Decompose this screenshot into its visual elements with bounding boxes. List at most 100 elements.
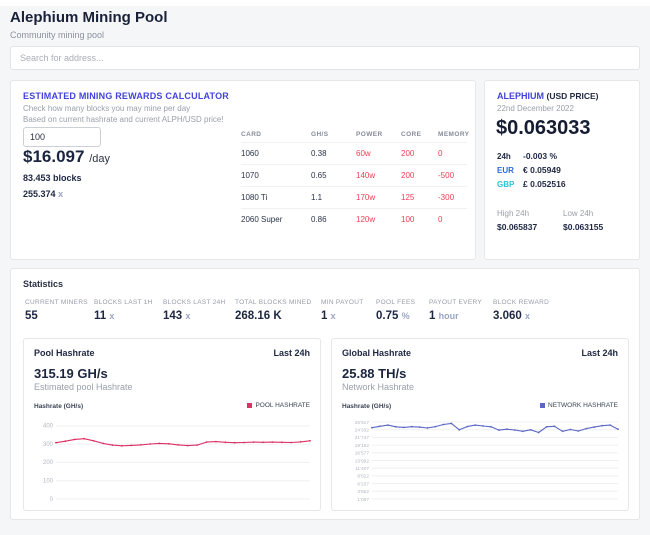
- svg-text:6'237: 6'237: [357, 481, 369, 487]
- pool-chart-period: Last 24h: [273, 348, 310, 358]
- column-header-power: POWER: [356, 130, 383, 138]
- alph-coin-icon: x: [185, 311, 191, 321]
- cell-power: 120w: [356, 215, 376, 224]
- svg-text:3'652: 3'652: [357, 489, 369, 495]
- cell-core: 200: [401, 171, 415, 180]
- change-24h-value: -0.003 %: [523, 151, 558, 161]
- alph-per-day-value: 255.374: [23, 189, 56, 199]
- cell-memory: -500: [438, 171, 455, 180]
- price-date: 22nd December 2022: [497, 104, 574, 113]
- high-low-labels: High 24h Low 24h: [497, 209, 593, 218]
- global-hashrate-chart: 26'917 24'332 21'747 19'162 16'577 13'992 11'4…: [338, 415, 624, 512]
- gbp-label: GBP: [497, 179, 515, 189]
- stat-value: 55: [25, 310, 38, 322]
- table-row: 2060 Super 0.86 120w 100 0: [241, 208, 467, 230]
- svg-text:0: 0: [50, 497, 54, 503]
- usd-price: $0.063033: [496, 117, 591, 139]
- pool-legend-label: POOL HASHRATE: [255, 402, 310, 409]
- low-24h-label: Low 24h: [563, 209, 594, 218]
- cell-card: 2060 Super: [241, 215, 283, 224]
- cell-memory: -300: [438, 193, 455, 202]
- pool-hashrate-subtitle: Estimated pool Hashrate: [34, 382, 133, 392]
- stat-value: 1: [321, 310, 328, 322]
- stat-label: BLOCKS LAST 24H: [163, 299, 226, 306]
- alph-coin-icon: x: [330, 311, 336, 321]
- alph-coin-icon: x: [109, 311, 115, 321]
- global-hashrate-value: 25.88 TH/s: [342, 366, 407, 381]
- stat-pool-fees: POOL FEES 0.75 %: [376, 299, 429, 322]
- high-low-values: $0.065837 $0.063155: [497, 222, 603, 232]
- hashrate-input[interactable]: [23, 127, 101, 147]
- svg-text:1'067: 1'067: [357, 497, 369, 503]
- page-title: Alephium Mining Pool: [10, 9, 168, 26]
- rewards-calculator-card: ESTIMATED MINING REWARDS CALCULATOR Chec…: [10, 80, 476, 260]
- pool-legend-swatch-icon: [247, 403, 253, 408]
- svg-text:13'992: 13'992: [355, 458, 370, 464]
- pool-chart-title: Pool Hashrate: [34, 348, 95, 358]
- table-row: 1070 0.65 140w 200 -500: [241, 164, 467, 186]
- stat-min-payout: MIN PAYOUT 1 x: [321, 299, 376, 322]
- blocks-per-day: 83.453 blocks: [23, 173, 82, 183]
- svg-text:16'577: 16'577: [355, 451, 370, 457]
- stat-value: 3.060: [493, 310, 522, 322]
- cell-card: 1070: [241, 171, 259, 180]
- column-header-core: CORE: [401, 130, 422, 138]
- network-legend-swatch-icon: [540, 403, 546, 408]
- stat-label: TOTAL BLOCKS MINED: [235, 299, 312, 306]
- stat-blocks-last-24h: BLOCKS LAST 24H 143 x: [163, 299, 235, 322]
- calculator-description-1: Check how many blocks you may mine per d…: [23, 104, 191, 113]
- high-24h-value: $0.065837: [497, 222, 538, 232]
- cell-power: 60w: [356, 149, 371, 158]
- alph-per-day: 255.374 x: [23, 189, 63, 199]
- svg-text:11'407: 11'407: [355, 466, 369, 472]
- calculator-title: ESTIMATED MINING REWARDS CALCULATOR: [23, 91, 229, 101]
- svg-text:200: 200: [43, 460, 54, 466]
- eur-label: EUR: [497, 165, 514, 175]
- pool-hashrate-card: Pool Hashrate Last 24h 315.19 GH/s Estim…: [23, 338, 321, 511]
- cell-ghs: 0.86: [311, 215, 327, 224]
- svg-text:24'332: 24'332: [355, 428, 370, 434]
- low-24h-value: $0.063155: [563, 222, 604, 232]
- stat-label: CURRENT MINERS: [25, 299, 88, 306]
- pool-y-axis-label: Hashrate (GH/s): [34, 403, 84, 410]
- gbp-value: £ 0.052516: [523, 179, 566, 189]
- global-y-axis-label: Hashrate (GH/s): [342, 403, 392, 410]
- top-navbar: [0, 0, 650, 6]
- fx-rows: 24h -0.003 % EUR € 0.05949 GBP £ 0.05251…: [497, 149, 566, 191]
- usd-per-day-value: $16.097: [23, 147, 85, 166]
- change-24h-label: 24h: [497, 151, 511, 161]
- cell-card: 1060: [241, 149, 259, 158]
- table-row: 1060 0.38 60w 200 0: [241, 142, 467, 164]
- page-subtitle: Community mining pool: [10, 30, 105, 40]
- stat-block-reward: BLOCK REWARD 3.060 x: [493, 299, 573, 322]
- global-chart-legend: NETWORK HASHRATE: [540, 402, 618, 409]
- stat-label: PAYOUT EVERY: [429, 299, 482, 306]
- eur-value: € 0.05949: [523, 165, 561, 175]
- global-hashrate-card: Global Hashrate Last 24h 25.88 TH/s Netw…: [331, 338, 629, 511]
- pool-hashrate-value: 315.19 GH/s: [34, 366, 108, 381]
- stat-current-miners: CURRENT MINERS 55: [25, 299, 94, 322]
- cell-power: 140w: [356, 171, 376, 180]
- network-legend-label: NETWORK HASHRATE: [548, 402, 618, 409]
- cell-core: 125: [401, 193, 415, 202]
- gbp-row: GBP £ 0.052516: [497, 177, 566, 191]
- column-header-ghs: GH/S: [311, 130, 329, 138]
- cell-core: 200: [401, 149, 415, 158]
- cell-power: 170w: [356, 193, 376, 202]
- cell-ghs: 0.38: [311, 149, 327, 158]
- stat-value: 1: [429, 310, 436, 322]
- stat-suffix: %: [401, 311, 410, 321]
- eur-row: EUR € 0.05949: [497, 163, 566, 177]
- stat-blocks-last-1h: BLOCKS LAST 1H 11 x: [94, 299, 163, 322]
- gpu-table-header: CARD GH/S POWER CORE MEMORY: [241, 126, 469, 142]
- stat-value: 0.75: [376, 310, 399, 322]
- search-input[interactable]: [11, 47, 639, 69]
- cell-ghs: 0.65: [311, 171, 327, 180]
- svg-text:19'162: 19'162: [355, 443, 370, 449]
- svg-text:400: 400: [43, 424, 54, 430]
- stat-label: POOL FEES: [376, 299, 416, 306]
- stat-payout-every: PAYOUT EVERY 1 hour: [429, 299, 493, 322]
- cell-memory: 0: [438, 215, 443, 224]
- usd-per-day: $16.097 /day: [23, 147, 110, 167]
- stat-label: BLOCKS LAST 1H: [94, 299, 153, 306]
